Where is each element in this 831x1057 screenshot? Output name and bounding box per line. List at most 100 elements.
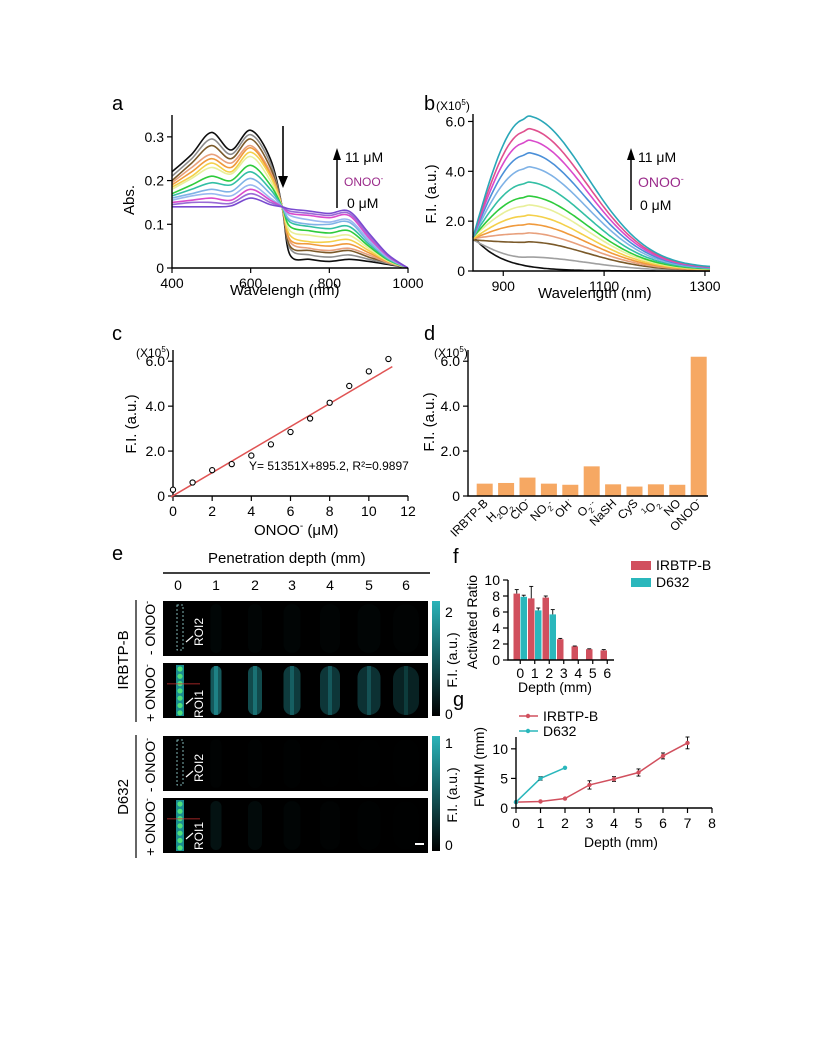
chart-e-roi-dot xyxy=(177,837,183,844)
chart-f-bar xyxy=(549,614,556,660)
chart-g-legend-marker-irbtp xyxy=(525,713,531,719)
chart-e-row-irbtp-minus: - ONOO- xyxy=(142,601,158,655)
chart-a-xtick-label: 1000 xyxy=(392,275,423,291)
chart-f-xtick-label: 6 xyxy=(603,665,611,681)
chart-e-depth-label: 0 xyxy=(174,577,182,593)
chart-a-xlabel: Wavelengh (nm) xyxy=(230,282,339,299)
chart-e-band xyxy=(393,739,419,788)
chart-e-band xyxy=(284,801,301,850)
chart-a-xtick-label: 600 xyxy=(239,275,263,291)
chart-a-annot-middle: ONOO- xyxy=(344,174,384,189)
chart-e-roi-dot xyxy=(177,666,183,672)
chart-e-row-d632-minus: - ONOO- xyxy=(142,738,158,792)
chart-e-band-core xyxy=(404,666,408,715)
chart-e-roi-dot xyxy=(177,801,183,807)
chart-a: 400 600 800 1000 0 0.1 0.2 0.3 Wavelengh (nm) A… xyxy=(121,115,424,299)
chart-a-line xyxy=(171,177,409,269)
chart-g-point xyxy=(636,770,641,775)
chart-b-xtick-label: 1300 xyxy=(689,278,720,294)
chart-e-cb-irbtp-max: 2 xyxy=(445,604,453,620)
chart-b-line xyxy=(472,115,711,268)
chart-b-annot-middle: ONOO- xyxy=(638,174,684,190)
chart-e-band-core xyxy=(367,666,371,715)
chart-c-axes xyxy=(172,350,408,497)
chart-e-roi-box xyxy=(176,739,184,786)
chart-a-ytick-label: 0.1 xyxy=(145,216,165,232)
chart-b-ytick-label: 6.0 xyxy=(446,113,466,129)
chart-e-band xyxy=(210,666,222,715)
chart-b: 900 1100 1300 0 2.0 4.0 6.0 (X105) Wavelength … xyxy=(423,98,721,302)
chart-c-ytick-label: 6.0 xyxy=(146,353,166,369)
chart-g-ytick-label: 0 xyxy=(500,800,508,816)
chart-e-colorbar-irbtp xyxy=(432,601,440,716)
chart-e-band xyxy=(211,604,222,653)
chart-d-bar xyxy=(626,486,643,496)
chart-e-band-core xyxy=(328,666,332,715)
chart-b-line xyxy=(472,195,711,270)
chart-c-point xyxy=(169,486,177,493)
chart-b-ylabel: F.I. (a.u.) xyxy=(423,164,440,223)
chart-e-depth-label: 1 xyxy=(212,577,220,593)
chart-e-roi-dot xyxy=(177,688,183,694)
chart-a-line xyxy=(171,164,409,269)
chart-g-xtick-label: 1 xyxy=(537,815,545,831)
chart-d: 0 2.0 4.0 6.0 IRBTP-BH2O2ClO-NO2-OH·O2·-NaS… xyxy=(421,345,708,540)
chart-e-roi-dot xyxy=(177,808,183,814)
chart-e-cb-irbtp-min: 0 xyxy=(445,706,453,722)
panel-label-d: d xyxy=(424,323,435,345)
chart-d-bar xyxy=(540,483,557,496)
chart-c-fit xyxy=(170,365,393,498)
chart-b-line xyxy=(472,139,711,268)
chart-a-ylabel: Abs. xyxy=(121,185,138,215)
chart-g-ytick-label: 5 xyxy=(500,770,508,786)
chart-f-bar xyxy=(600,650,607,660)
chart-c-xtick-label: 8 xyxy=(326,503,334,519)
chart-c-multiplier: (X105) xyxy=(136,345,170,360)
chart-c-xtick-label: 6 xyxy=(287,503,295,519)
chart-c-point xyxy=(248,452,255,459)
chart-e-image-irbtp_plus xyxy=(163,663,428,718)
chart-c-ytick-label: 4.0 xyxy=(146,398,166,414)
chart-e-band xyxy=(320,666,340,715)
chart-e-images xyxy=(163,601,428,853)
chart-e-band xyxy=(358,604,381,653)
chart-e-title: Penetration depth (mm) xyxy=(208,550,366,567)
chart-e-band xyxy=(283,666,301,715)
chart-a-line xyxy=(171,197,409,269)
chart-a-annot-bottom: 0 μM xyxy=(347,195,378,211)
chart-d-bar xyxy=(519,477,536,496)
chart-d-bar xyxy=(562,484,579,496)
chart-f-ytick-label: 2 xyxy=(492,636,500,652)
chart-e-row-d632-plus: + ONOO- xyxy=(142,798,158,856)
chart-f-bar xyxy=(586,649,593,660)
chart-c-fit-line xyxy=(170,365,393,498)
panel-label-f: f xyxy=(453,546,459,568)
chart-b-annot-top: 11 μM xyxy=(638,149,676,165)
chart-a-annot-arrowhead xyxy=(333,148,341,160)
chart-d-ticks: 0 2.0 4.0 6.0 xyxy=(441,353,468,504)
chart-f-bar xyxy=(513,593,520,660)
chart-b-ytick-label: 2.0 xyxy=(446,213,466,229)
chart-g-xtick-label: 0 xyxy=(512,815,520,831)
chart-c-point xyxy=(385,355,392,363)
chart-c-xtick-label: 4 xyxy=(247,503,255,519)
chart-a-ytick-label: 0.2 xyxy=(145,173,165,189)
chart-b-ticks: 900 1100 1300 0 2.0 4.0 6.0 xyxy=(446,113,721,294)
chart-e-band xyxy=(284,604,301,653)
chart-c-point xyxy=(287,428,294,436)
chart-e-roi-dot xyxy=(177,845,183,851)
chart-g-xtick-label: 2 xyxy=(561,815,569,831)
chart-e-depth-label: 5 xyxy=(365,577,373,593)
chart-e-scale-bar xyxy=(415,843,424,845)
chart-f-bar xyxy=(542,597,549,660)
panel-label-e: e xyxy=(112,543,123,565)
chart-b-line xyxy=(472,239,710,272)
chart-e-row-irbtp-plus: + ONOO- xyxy=(142,664,158,722)
chart-d-bar xyxy=(498,482,515,496)
chart-c-point xyxy=(209,467,216,474)
chart-e-depth-label: 3 xyxy=(288,577,296,593)
chart-e-band xyxy=(210,801,222,850)
chart-b-line xyxy=(472,181,711,270)
